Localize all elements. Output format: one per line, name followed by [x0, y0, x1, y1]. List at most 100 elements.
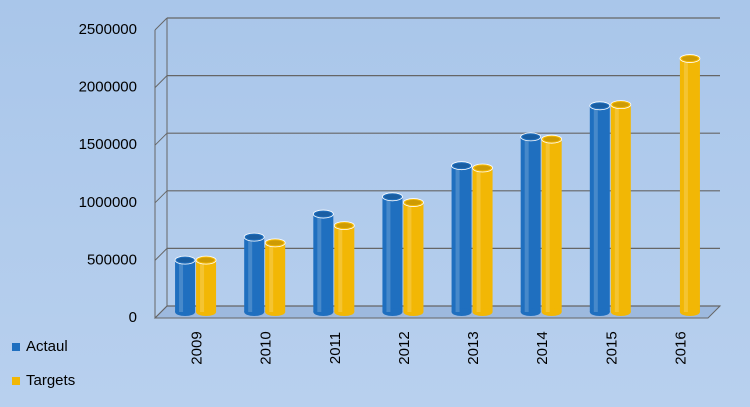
bar-top-shade — [453, 163, 470, 169]
bar-top — [195, 255, 217, 265]
bar-top-shade — [522, 134, 539, 140]
bar-top-shade — [198, 257, 215, 263]
bar-shine — [248, 237, 253, 312]
bar — [244, 237, 265, 312]
bar-top — [679, 54, 701, 63]
bar-top — [264, 238, 286, 248]
bar-bottom — [265, 308, 286, 316]
y-tick-label: 2500000 — [79, 21, 137, 38]
bar — [589, 105, 610, 313]
grid-line-side — [154, 75, 168, 88]
legend-label: Targets — [26, 372, 75, 389]
legend-swatch — [12, 343, 20, 351]
bar-shine — [593, 105, 598, 313]
bar — [610, 104, 631, 312]
y-tick-label: 2000000 — [79, 79, 137, 96]
bar-top — [382, 192, 403, 202]
bar-top-shade — [177, 257, 194, 263]
bar-shine — [386, 196, 391, 312]
bar-bottom — [541, 308, 562, 316]
bar — [520, 136, 541, 312]
bar-bottom — [244, 308, 265, 316]
bar — [175, 260, 196, 312]
bar-top — [333, 221, 355, 231]
x-tick-label: 2014 — [534, 331, 551, 364]
bar-bottom — [196, 308, 217, 316]
bar-top — [451, 161, 472, 171]
bar-top-shade — [384, 194, 401, 200]
bar — [334, 225, 355, 312]
bar-shine — [317, 214, 322, 312]
y-tick-label: 1500000 — [79, 136, 137, 153]
bar-shine — [683, 58, 688, 313]
bar-top-shade — [591, 103, 608, 109]
bar-top — [243, 232, 265, 242]
y-tick-label: 1000000 — [79, 194, 137, 211]
bar — [679, 58, 700, 313]
bar-top — [472, 163, 493, 173]
bar-top — [403, 198, 424, 207]
bar-bottom — [382, 308, 403, 316]
bar-bottom — [403, 308, 424, 316]
bar-top-shade — [612, 102, 629, 108]
bar-shine — [524, 136, 529, 312]
bar-shine — [269, 242, 274, 312]
bar-shine — [200, 260, 205, 312]
bar-top — [520, 132, 542, 142]
bar — [541, 139, 562, 312]
legend-label: Actaul — [26, 338, 68, 355]
bar-bottom — [175, 308, 196, 316]
bar-bottom — [679, 308, 700, 316]
legend-swatch — [12, 377, 20, 385]
bar-bottom — [451, 308, 472, 316]
x-tick-label: 2016 — [672, 331, 689, 364]
bar-shine — [476, 168, 481, 312]
bar-shine — [614, 104, 619, 312]
bar-shine — [455, 165, 460, 312]
bar — [472, 168, 493, 312]
x-tick-label: 2015 — [603, 331, 620, 364]
bar — [382, 196, 403, 312]
grid-line-side — [154, 248, 168, 261]
bar-top — [174, 255, 196, 265]
bar — [451, 165, 472, 312]
y-tick-label: 500000 — [87, 251, 137, 268]
x-tick-label: 2010 — [258, 331, 275, 364]
bar — [403, 202, 424, 312]
x-tick-label: 2009 — [189, 331, 206, 364]
grid-line-side — [154, 17, 168, 31]
bar-top-shade — [405, 200, 422, 206]
bar-bottom — [589, 308, 610, 316]
plot-area: 0 500000 1000000 1500000 2000000 2500000 2009 2… — [12, 17, 722, 389]
bar-bottom — [610, 308, 631, 316]
bar-top-shade — [336, 223, 353, 229]
bar-shine — [407, 202, 412, 312]
floor — [153, 305, 722, 319]
bar-bottom — [520, 308, 541, 316]
bar-shine — [545, 139, 550, 312]
x-tick-label: 2012 — [396, 331, 413, 364]
x-tick-label: 2013 — [465, 331, 482, 364]
bar-top — [610, 100, 632, 110]
bar-top — [589, 101, 611, 111]
bar-top-shade — [246, 234, 263, 240]
bar-top-shade — [315, 211, 332, 217]
bar-top — [541, 134, 563, 144]
bar-top-shade — [681, 56, 698, 62]
bar — [265, 242, 286, 312]
bar-top — [312, 209, 334, 219]
bar-top-shade — [474, 165, 491, 171]
bar — [313, 214, 334, 312]
x-tick-label: 2011 — [327, 332, 344, 364]
bar-bottom — [472, 308, 493, 316]
grid-line-side — [154, 190, 168, 204]
grid-line-side — [154, 305, 168, 319]
bar — [196, 260, 217, 312]
bar-shine — [338, 225, 343, 312]
bar-top-shade — [543, 136, 560, 142]
bar-shine — [179, 260, 184, 312]
bar-top-shade — [267, 240, 284, 246]
bar-bottom — [313, 308, 334, 316]
grid-line-side — [154, 132, 168, 146]
